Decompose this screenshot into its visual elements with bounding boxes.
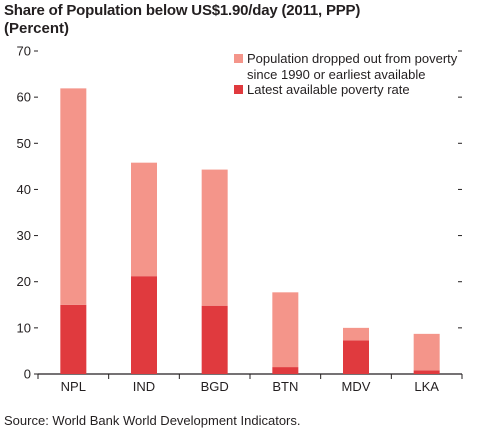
x-tick-label-npl: NPL: [61, 379, 86, 394]
y-tick-label-0: 0: [24, 367, 31, 382]
x-tick-label-btn: BTN: [272, 379, 298, 394]
legend-label-latest-rate: Latest available poverty rate: [247, 82, 410, 97]
y-tick-label-10: 10: [17, 320, 31, 335]
y-tick-label-70: 70: [17, 44, 31, 59]
bar-ind-series-1: [131, 162, 157, 277]
chart-title: Share of Population below US$1.90/day (2…: [4, 2, 361, 19]
bar-npl-series-0: [60, 304, 87, 374]
bar-npl-series-1: [60, 88, 87, 305]
legend-label-dropped-out-line1: Population dropped out from poverty: [247, 51, 458, 66]
legend-label-dropped-out-line2: since 1990 or earliest available: [247, 67, 426, 82]
bar-lka-series-0: [413, 370, 440, 374]
bar-mdv-series-1: [343, 327, 369, 341]
legend: Population dropped out from poverty sinc…: [234, 51, 458, 97]
source-note: Source: World Bank World Development Ind…: [4, 413, 301, 428]
x-tick-label-mdv: MDV: [342, 379, 371, 394]
bar-bgd-series-0: [201, 305, 228, 374]
bar-mdv-series-0: [343, 340, 369, 374]
y-tick-label-50: 50: [17, 136, 31, 151]
legend-swatch-dropped-out: [234, 54, 243, 63]
y-tick-label-30: 30: [17, 228, 31, 243]
chart-subtitle: (Percent): [4, 20, 70, 37]
x-tick-label-lka: LKA: [414, 379, 439, 394]
x-tick-label-bgd: BGD: [201, 379, 229, 394]
bar-ind-series-0: [131, 276, 157, 374]
bar-lka-series-1: [413, 333, 440, 371]
y-tick-label-60: 60: [17, 90, 31, 105]
y-tick-label-40: 40: [17, 182, 31, 197]
y-tick-label-20: 20: [17, 274, 31, 289]
bar-btn-series-1: [272, 292, 299, 368]
x-tick-label-ind: IND: [133, 379, 155, 394]
bar-btn-series-0: [272, 367, 299, 374]
bars: [60, 88, 440, 374]
legend-swatch-latest-rate: [234, 85, 243, 94]
axes: 0 10 20 30 40 50 60 70 NPL IND BGD BTN MDV LKA: [17, 44, 463, 394]
bar-bgd-series-1: [201, 169, 228, 306]
